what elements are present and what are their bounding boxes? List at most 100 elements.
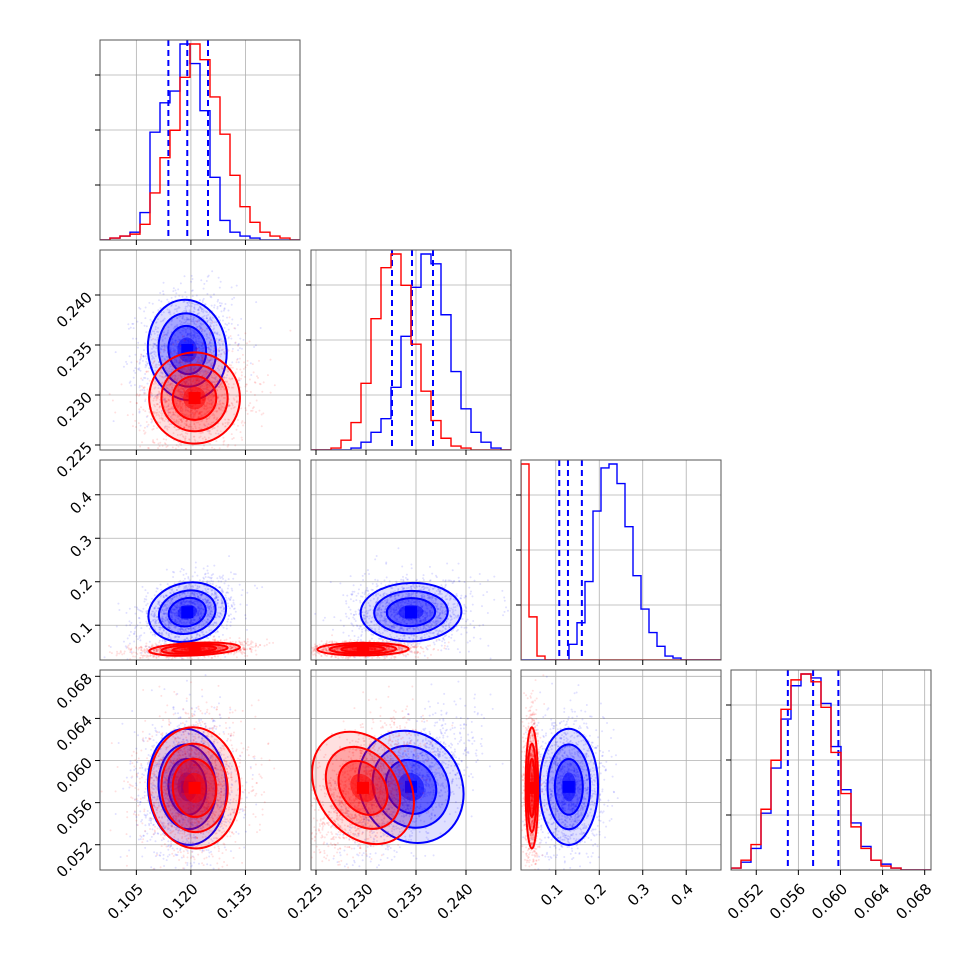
scatter-point [187, 382, 190, 385]
scatter-point [115, 654, 118, 657]
scatter-point [163, 414, 166, 417]
scatter-point [212, 328, 215, 331]
scatter-point [195, 320, 198, 323]
scatter-point [184, 373, 187, 376]
scatter-point [128, 620, 131, 623]
scatter-point [185, 385, 188, 388]
scatter-point [213, 350, 216, 353]
scatter-point [199, 322, 202, 325]
scatter-point [142, 386, 145, 389]
scatter-point [175, 361, 178, 364]
scatter-point [191, 380, 194, 383]
scatter-point [192, 411, 195, 414]
scatter-point [209, 358, 212, 361]
scatter-point [183, 389, 186, 392]
scatter-point [201, 347, 204, 350]
scatter-point [165, 344, 168, 347]
scatter-point [187, 318, 190, 321]
scatter-point [172, 347, 175, 350]
histogram-series-1 [311, 253, 511, 450]
scatter-point [223, 350, 226, 353]
scatter-point [201, 359, 204, 362]
scatter-point [187, 318, 190, 321]
scatter-point [185, 373, 188, 376]
scatter-point [152, 356, 155, 359]
scatter-point [227, 591, 230, 594]
scatter-point [232, 599, 235, 602]
scatter-point [220, 382, 223, 385]
scatter-point [179, 409, 182, 412]
scatter-point [139, 445, 142, 448]
scatter-point [178, 315, 181, 318]
scatter-point [200, 366, 203, 369]
scatter-point [136, 360, 139, 363]
scatter-point [211, 401, 214, 404]
scatter-point [169, 346, 172, 349]
scatter-point [130, 384, 133, 387]
scatter-point [161, 455, 163, 457]
scatter-point [173, 376, 176, 379]
scatter-point [156, 336, 159, 339]
scatter-point [184, 305, 187, 308]
scatter-point [207, 375, 210, 378]
scatter-point [185, 423, 188, 426]
scatter-point [185, 420, 188, 423]
scatter-point [167, 420, 170, 423]
scatter-point [231, 347, 234, 350]
scatter-point [165, 400, 168, 403]
scatter-point [176, 388, 179, 391]
scatter-point [144, 392, 147, 395]
scatter-point [175, 308, 178, 311]
scatter-point [218, 333, 221, 336]
scatter-point [200, 310, 203, 313]
scatter-point [216, 367, 219, 370]
scatter-point [196, 361, 199, 364]
scatter-point [202, 382, 205, 385]
scatter-point [199, 385, 202, 388]
scatter-point [221, 342, 224, 345]
scatter-point [145, 625, 148, 628]
scatter-point [153, 360, 156, 363]
scatter-point [197, 303, 200, 306]
scatter-point [162, 350, 165, 353]
scatter-point [213, 348, 216, 351]
scatter-point [218, 286, 221, 289]
scatter-point [234, 610, 237, 613]
scatter-point [227, 584, 230, 587]
scatter-point [195, 410, 198, 413]
scatter-point [247, 404, 250, 407]
scatter-point [211, 446, 214, 449]
scatter-point [227, 404, 230, 407]
scatter-point [231, 377, 234, 380]
scatter-point [176, 336, 179, 339]
scatter-point [213, 414, 216, 417]
scatter-point [185, 328, 188, 331]
scatter-point [168, 336, 171, 339]
scatter-point [174, 304, 177, 307]
scatter-point [155, 397, 158, 400]
scatter-point [157, 661, 159, 663]
scatter-point [218, 369, 221, 372]
scatter-point [212, 458, 214, 460]
scatter-point [170, 406, 173, 409]
scatter-point [224, 594, 227, 597]
scatter-point [206, 394, 209, 397]
scatter-point [179, 418, 182, 421]
scatter-point [213, 417, 216, 420]
scatter-point [209, 359, 212, 362]
scatter-point [135, 402, 138, 405]
scatter-point [206, 359, 209, 362]
scatter-point [197, 328, 200, 331]
scatter-point [181, 404, 184, 407]
scatter-point [135, 425, 138, 428]
scatter-point [196, 369, 199, 372]
scatter-point [174, 375, 177, 378]
scatter-point [218, 400, 221, 403]
scatter-point [114, 351, 117, 354]
scatter-point [226, 423, 229, 426]
scatter-point [169, 353, 172, 356]
scatter-point [207, 371, 210, 374]
scatter-point [138, 367, 141, 370]
scatter-point [174, 411, 177, 414]
scatter-point [196, 379, 199, 382]
